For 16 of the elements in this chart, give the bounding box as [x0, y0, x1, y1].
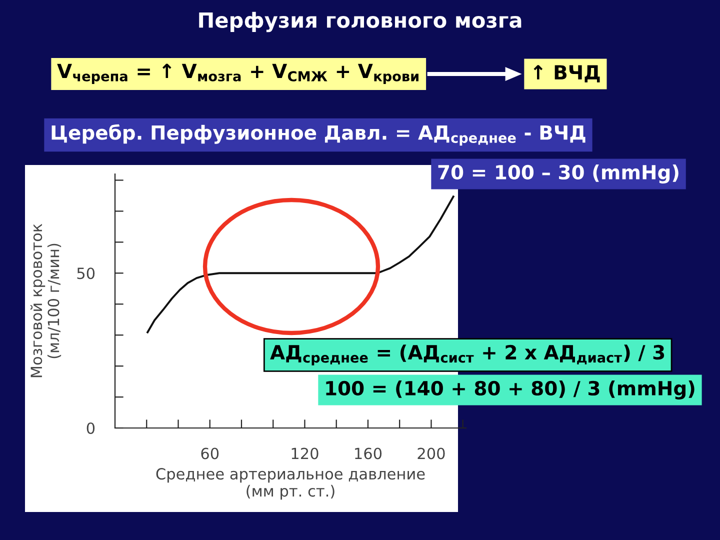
x-tick-label: 120 — [292, 448, 318, 460]
annotation: 70 = 100 – 30 (mmHg) — [438, 164, 678, 184]
annotation: 100 = (140 + 80 + 80) / 3 (mmHg) — [326, 380, 694, 400]
text: V$_{черепа}$ = ↑ V$_{мозга}$ + V$_{СМЖ}$ + V$_{крови}$ — [57, 64, 418, 84]
x-tick-label: 200 — [418, 448, 445, 460]
chart-title: Перфузия головного мозга — [199, 12, 522, 32]
x-axis-title: Среднее артериальное давление (мм рт. ст.) — [156, 468, 425, 500]
y-tick-label: 0 — [86, 422, 95, 434]
x-tick-label: 160 — [355, 448, 382, 460]
x-tick-label: 60 — [201, 448, 219, 460]
text: Церебр. Перфузионное Давл. = АД$_{среднее}$ - ВЧД — [52, 124, 586, 146]
y-tick-label: 50 — [77, 268, 95, 280]
annotation: АД$_{среднее}$ = (АД$_{сист}$ + 2 x АД$_{диаст}$) / 3 — [270, 344, 664, 366]
text: ↑ ВЧД — [534, 65, 600, 82]
y-axis-title: Мозговой кровоток (мл/100 г/мин) — [30, 224, 62, 378]
line-series — [146, 196, 454, 334]
